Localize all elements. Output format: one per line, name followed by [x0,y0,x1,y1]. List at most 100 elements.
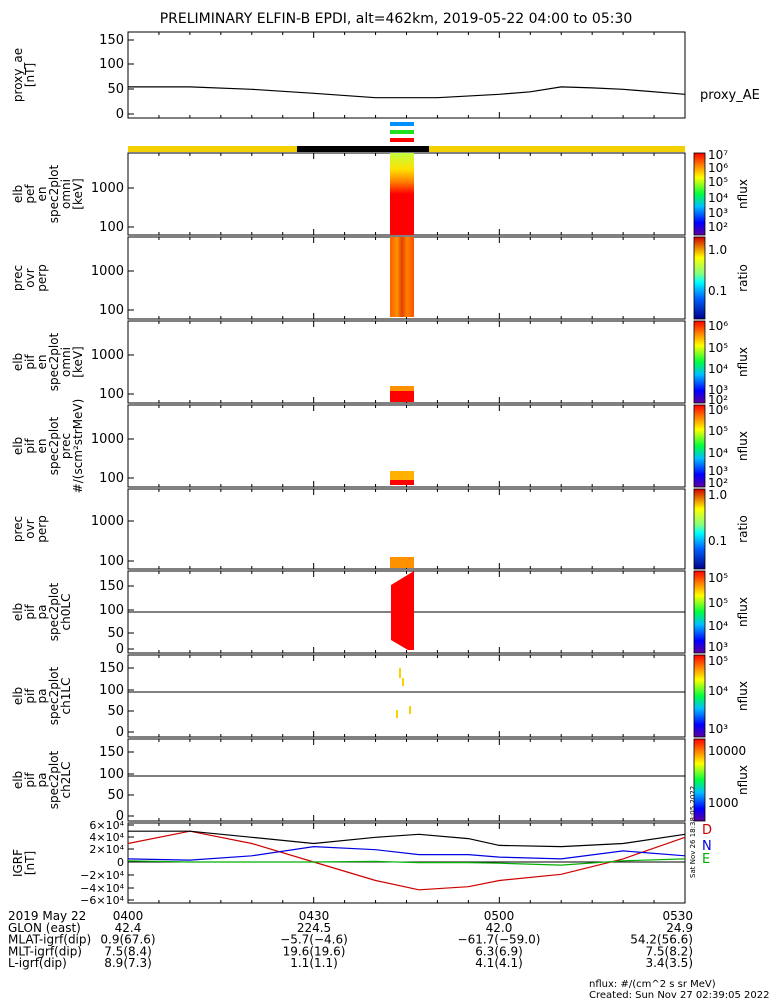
colorbar-tick-label: 10⁵ [708,175,728,189]
y-tick-label: 50 [107,704,124,719]
colorbar-tick-label: 10⁵ [708,596,728,610]
table-cell: 0400 [113,909,144,923]
colorbar-gradient [693,738,706,822]
science-zone-green [390,130,414,134]
ae-line [128,86,686,99]
table-row-label: MLAT-igrf(dip) [8,933,91,947]
y-axis-label: pef [23,184,37,204]
y-axis-label: proxy_ae [11,48,25,102]
colorbar-4: 1.0 0.1 ratio [693,488,750,570]
y-tick-label: 100 [99,471,124,486]
table-row-label: GLON (east) [8,921,81,935]
y-axis-label: spec2plot [47,750,61,809]
igrf-legend-e: E [702,852,710,867]
y-tick-label: −6×10⁴ [80,894,124,907]
pif-prec-spectrogram-low [390,479,414,485]
colorbar-1: 1.0 0.1 ratio [693,236,750,320]
y-axis-label: elb [11,185,25,203]
colorbar-gradient [693,404,706,488]
y-tick-label: 50 [107,82,124,97]
y-axis-label: pa [35,773,49,788]
y-tick-label: 0 [117,856,124,869]
colorbar-6: 10⁵ 10⁴ 10³ nflux [693,654,750,738]
colorbar-tick-label: 10⁴ [708,191,728,205]
colorbar-tick-label: 10³ [708,206,728,220]
panel-elb_pif_prec: 1000 100 elbpifenspec2plotprec#/(scm²strMe… [11,399,686,494]
table-cell: 3.4(3.5) [645,956,693,970]
colorbar-tick-label: 1.0 [708,488,727,502]
colorbar-tick-label: 10⁵ [708,424,728,438]
colorbar-tick-label: 10⁶ [708,319,728,333]
y-axis-label: ch2LC [59,762,73,799]
y-tick-label: 150 [99,661,124,676]
panel-frame [127,654,686,738]
colorbar-tick-label: 10⁴ [708,619,728,633]
y-tick-label: −2×10⁴ [80,869,124,882]
y-tick-label: 1000 [91,264,124,279]
y-axis-label: pif [23,688,37,704]
pif-en-spectrogram-mid [390,386,414,391]
y-tick-label: 0 [116,725,124,740]
y-axis-label: spec2plot [47,164,61,223]
colorbar-gradient [693,320,706,404]
y-tick-label: 100 [99,683,124,698]
colorbar-tick-label: 10⁴ [708,446,728,460]
y-tick-label: 100 [99,57,124,72]
colorbar-unit: nflux [736,681,750,711]
colorbar-unit: ratio [736,515,750,543]
colorbar-tick-label: 1000 [708,796,739,810]
y-axis-label: spec2plot [47,332,61,391]
y-tick-label: 1000 [91,348,124,363]
y-tick-label: 100 [99,220,124,235]
y-tick-label: −4×10⁴ [80,882,124,895]
colorbar-unit: ratio [736,264,750,292]
side-stamp: Sat Nov 26 18:38:05 2022 [689,786,697,878]
pa-ch1-speck-3 [396,710,398,718]
pif-en-spectrogram-low [390,390,414,402]
colorbar-tick-label: 10³ [708,640,728,654]
y-tick-label: 100 [99,303,124,318]
igrf-legend-d: D [702,823,712,838]
y-axis-label: pif [23,604,37,620]
colorbar-tick-label: 10³ [708,383,728,397]
table-cell: −5.7(−4.6) [280,933,348,947]
y-tick-label: 6×10⁴ [89,819,124,832]
table-cell: 0.9(67.6) [100,933,155,947]
pef-en-spectrogram [390,153,414,235]
colorbar-gradient [693,488,706,570]
panel-frame [127,738,686,822]
table-cell: 54.2(56.6) [630,933,693,947]
y-axis-label: ovr [23,519,37,538]
table-cell: 6.3(6.9) [475,944,523,958]
y-axis-label: ovr [23,268,37,287]
table-cell: 7.5(8.2) [645,944,693,958]
y-axis-label: [nT] [23,851,37,875]
panels: 150100500proxy_ae[nT]1000100elbpefenspec… [11,31,686,907]
y-tick-label: 2×10⁴ [89,843,124,856]
colorbar-unit: nflux [736,179,750,209]
table-cell: 19.6(19.6) [283,944,346,958]
colorbar-tick-label: 10⁴ [708,362,728,376]
y-axis-label: elb [11,353,25,371]
y-tick-label: 0 [116,809,124,824]
table-cell: −61.7(−59.0) [458,933,541,947]
y-tick-label: 150 [99,33,124,48]
y-axis-label: pif [23,438,37,454]
y-tick-label: 150 [99,579,124,594]
y-axis-label: pif [23,354,37,370]
colorbar-tick-label: 0.1 [708,284,727,298]
pa-ch1-speck-1 [399,668,401,678]
y-axis-label: #/(scm²strMeV) [71,399,85,494]
colorbar-5: 10⁵ 10⁵ 10⁴ 10³ nflux [693,570,750,654]
table-cell: 1.1(1.1) [290,956,338,970]
colorbar-tick-label: 10² [708,393,728,407]
y-axis-label: pa [35,689,49,704]
ae-right-label: proxy_AE [700,88,760,103]
colorbar-tick-label: 0.1 [708,534,727,548]
colorbar-unit: nflux [736,431,750,461]
pa-ch1-speck-2 [402,678,404,686]
